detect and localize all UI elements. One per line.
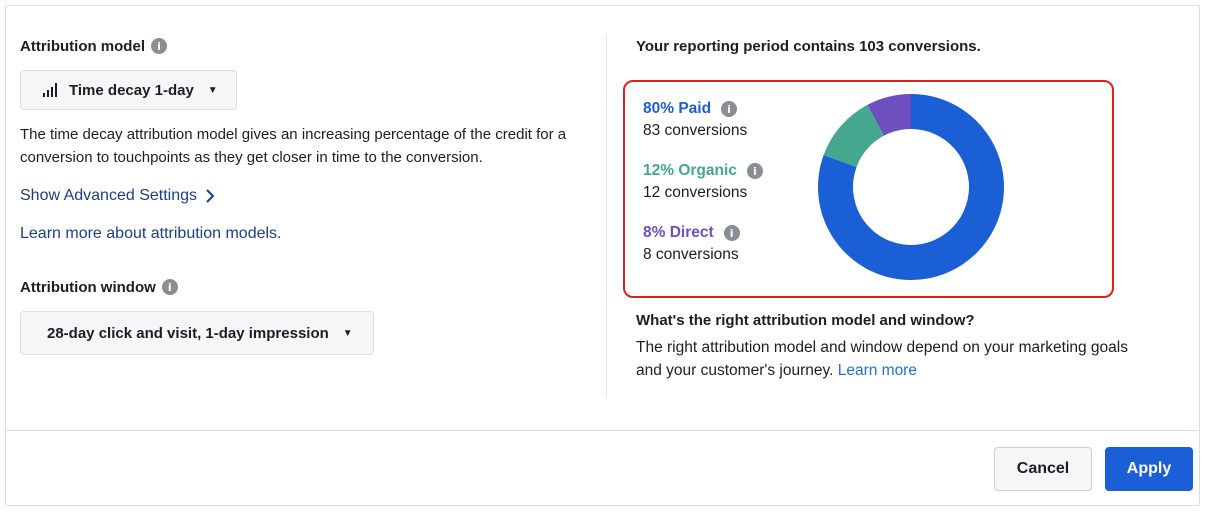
info-icon[interactable]: i bbox=[721, 101, 738, 117]
caret-down-icon: ▼ bbox=[207, 84, 218, 96]
caret-down-icon: ▼ bbox=[342, 327, 353, 339]
info-icon[interactable]: i bbox=[723, 225, 740, 241]
info-icon[interactable]: i bbox=[746, 163, 763, 179]
paid-label: 80% Paid bbox=[643, 100, 712, 117]
info-icon[interactable]: i bbox=[150, 38, 167, 54]
report-title: Your reporting period contains 103 conve… bbox=[636, 37, 981, 55]
legend-entry-paid: 80% Paid i 83 conversions bbox=[643, 98, 763, 142]
legend-entry-organic: 12% Organic i 12 conversions bbox=[643, 160, 763, 204]
attribution-settings-dialog: Attribution model i Time decay 1-day ▼ T… bbox=[5, 5, 1200, 506]
direct-label: 8% Direct bbox=[643, 224, 714, 241]
donut-slice-paid bbox=[818, 94, 1004, 280]
attribution-model-value: Time decay 1-day bbox=[69, 81, 194, 99]
help-title: What's the right attribution model and w… bbox=[636, 312, 975, 329]
chevron-right-icon[interactable] bbox=[205, 189, 215, 203]
learn-more-link[interactable]: Learn more bbox=[837, 362, 917, 379]
apply-button[interactable]: Apply bbox=[1105, 447, 1193, 491]
attribution-window-title: Attribution window bbox=[20, 278, 156, 296]
conversion-donut-chart bbox=[818, 94, 1004, 280]
donut-slice-direct bbox=[867, 94, 911, 136]
attribution-model-title: Attribution model bbox=[20, 37, 145, 55]
help-text-body: The right attribution model and window d… bbox=[636, 339, 1128, 379]
left-panel: Attribution model i Time decay 1-day ▼ T… bbox=[20, 34, 580, 355]
attribution-model-description: The time decay attribution model gives a… bbox=[20, 126, 567, 166]
learn-more-attribution-link[interactable]: Learn more about attribution models. bbox=[20, 225, 282, 242]
attribution-model-dropdown[interactable]: Time decay 1-day ▼ bbox=[20, 70, 237, 110]
attribution-window-heading: Attribution window i bbox=[20, 275, 580, 299]
organic-label: 12% Organic bbox=[643, 162, 737, 179]
legend-entry-direct: 8% Direct i 8 conversions bbox=[643, 222, 763, 266]
attribution-window-value: 28-day click and visit, 1-day impression bbox=[47, 324, 329, 342]
signal-bars-icon bbox=[43, 83, 57, 97]
attribution-window-dropdown[interactable]: 28-day click and visit, 1-day impression… bbox=[20, 311, 374, 355]
cancel-button[interactable]: Cancel bbox=[994, 447, 1092, 491]
paid-conversions: 83 conversions bbox=[643, 122, 748, 139]
donut-slice-organic bbox=[823, 104, 884, 168]
right-panel: Your reporting period contains 103 conve… bbox=[623, 34, 1196, 379]
footer-divider bbox=[6, 430, 1199, 431]
help-text: The right attribution model and window d… bbox=[636, 336, 1156, 382]
attribution-model-heading: Attribution model i bbox=[20, 34, 580, 58]
conversion-breakdown-legend: 80% Paid i 83 conversions 12% Organic i … bbox=[643, 98, 763, 284]
info-icon[interactable]: i bbox=[161, 279, 178, 295]
vertical-divider bbox=[606, 34, 607, 398]
organic-conversions: 12 conversions bbox=[643, 184, 748, 201]
show-advanced-settings-link[interactable]: Show Advanced Settings bbox=[20, 187, 198, 204]
direct-conversions: 8 conversions bbox=[643, 246, 739, 263]
highlight-box bbox=[623, 80, 1114, 298]
